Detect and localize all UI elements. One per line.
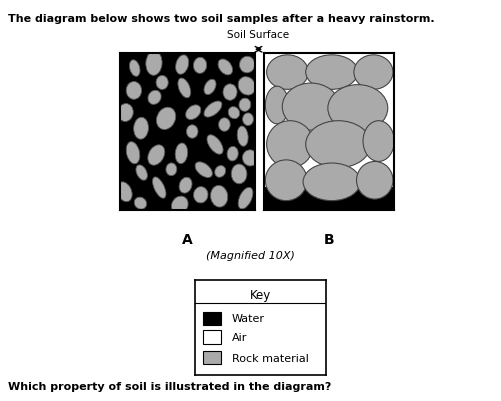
Ellipse shape [179, 178, 192, 194]
Ellipse shape [129, 61, 140, 77]
Ellipse shape [207, 136, 223, 155]
Ellipse shape [146, 52, 162, 76]
Ellipse shape [171, 196, 188, 214]
Ellipse shape [156, 108, 176, 130]
Ellipse shape [218, 60, 232, 76]
Ellipse shape [267, 56, 308, 90]
Text: Water: Water [232, 314, 265, 323]
Text: Which property of soil is illustrated in the diagram?: Which property of soil is illustrated in… [8, 381, 331, 391]
Text: Rock material: Rock material [232, 353, 309, 363]
Ellipse shape [136, 166, 147, 181]
Text: Soil Surface: Soil Surface [227, 30, 290, 40]
Ellipse shape [193, 58, 207, 74]
Ellipse shape [239, 57, 255, 74]
Text: A: A [182, 233, 193, 247]
Ellipse shape [152, 178, 166, 199]
Ellipse shape [215, 166, 225, 178]
Ellipse shape [148, 91, 161, 105]
Ellipse shape [242, 150, 258, 166]
Ellipse shape [156, 76, 168, 90]
Ellipse shape [242, 113, 254, 126]
Ellipse shape [239, 99, 251, 112]
Ellipse shape [306, 122, 371, 168]
Ellipse shape [195, 162, 212, 178]
Ellipse shape [357, 162, 393, 200]
Ellipse shape [218, 118, 230, 132]
Ellipse shape [227, 147, 238, 162]
Bar [203, 331, 221, 344]
Ellipse shape [166, 164, 177, 176]
Ellipse shape [228, 107, 239, 119]
Ellipse shape [303, 164, 360, 201]
Ellipse shape [134, 118, 148, 140]
Ellipse shape [118, 104, 133, 122]
Ellipse shape [282, 84, 340, 131]
Ellipse shape [328, 85, 388, 132]
Ellipse shape [117, 182, 132, 202]
Ellipse shape [223, 85, 237, 101]
Text: (Magnified 10X): (Magnified 10X) [206, 251, 295, 261]
Ellipse shape [193, 187, 208, 203]
Ellipse shape [238, 77, 256, 96]
Text: B: B [324, 233, 335, 247]
Bar [264, 187, 394, 211]
Ellipse shape [175, 144, 188, 164]
Ellipse shape [186, 126, 198, 139]
Ellipse shape [266, 87, 289, 124]
Ellipse shape [306, 56, 358, 90]
Text: Key: Key [250, 288, 271, 301]
Ellipse shape [237, 127, 248, 147]
Ellipse shape [175, 56, 189, 75]
Ellipse shape [363, 122, 394, 162]
Ellipse shape [354, 56, 393, 90]
Ellipse shape [134, 198, 147, 210]
Ellipse shape [126, 82, 142, 100]
Bar [203, 351, 221, 365]
Ellipse shape [186, 105, 201, 120]
Ellipse shape [238, 188, 253, 209]
Ellipse shape [210, 186, 228, 208]
Text: The diagram below shows two soil samples after a heavy rainstorm.: The diagram below shows two soil samples… [8, 14, 434, 24]
Ellipse shape [204, 80, 216, 95]
Bar [203, 312, 221, 325]
Ellipse shape [204, 102, 222, 118]
Ellipse shape [267, 122, 314, 168]
Text: Air: Air [232, 332, 247, 342]
Ellipse shape [126, 142, 140, 164]
Ellipse shape [231, 165, 247, 184]
Ellipse shape [266, 160, 307, 201]
Ellipse shape [178, 79, 191, 99]
Ellipse shape [148, 146, 165, 166]
